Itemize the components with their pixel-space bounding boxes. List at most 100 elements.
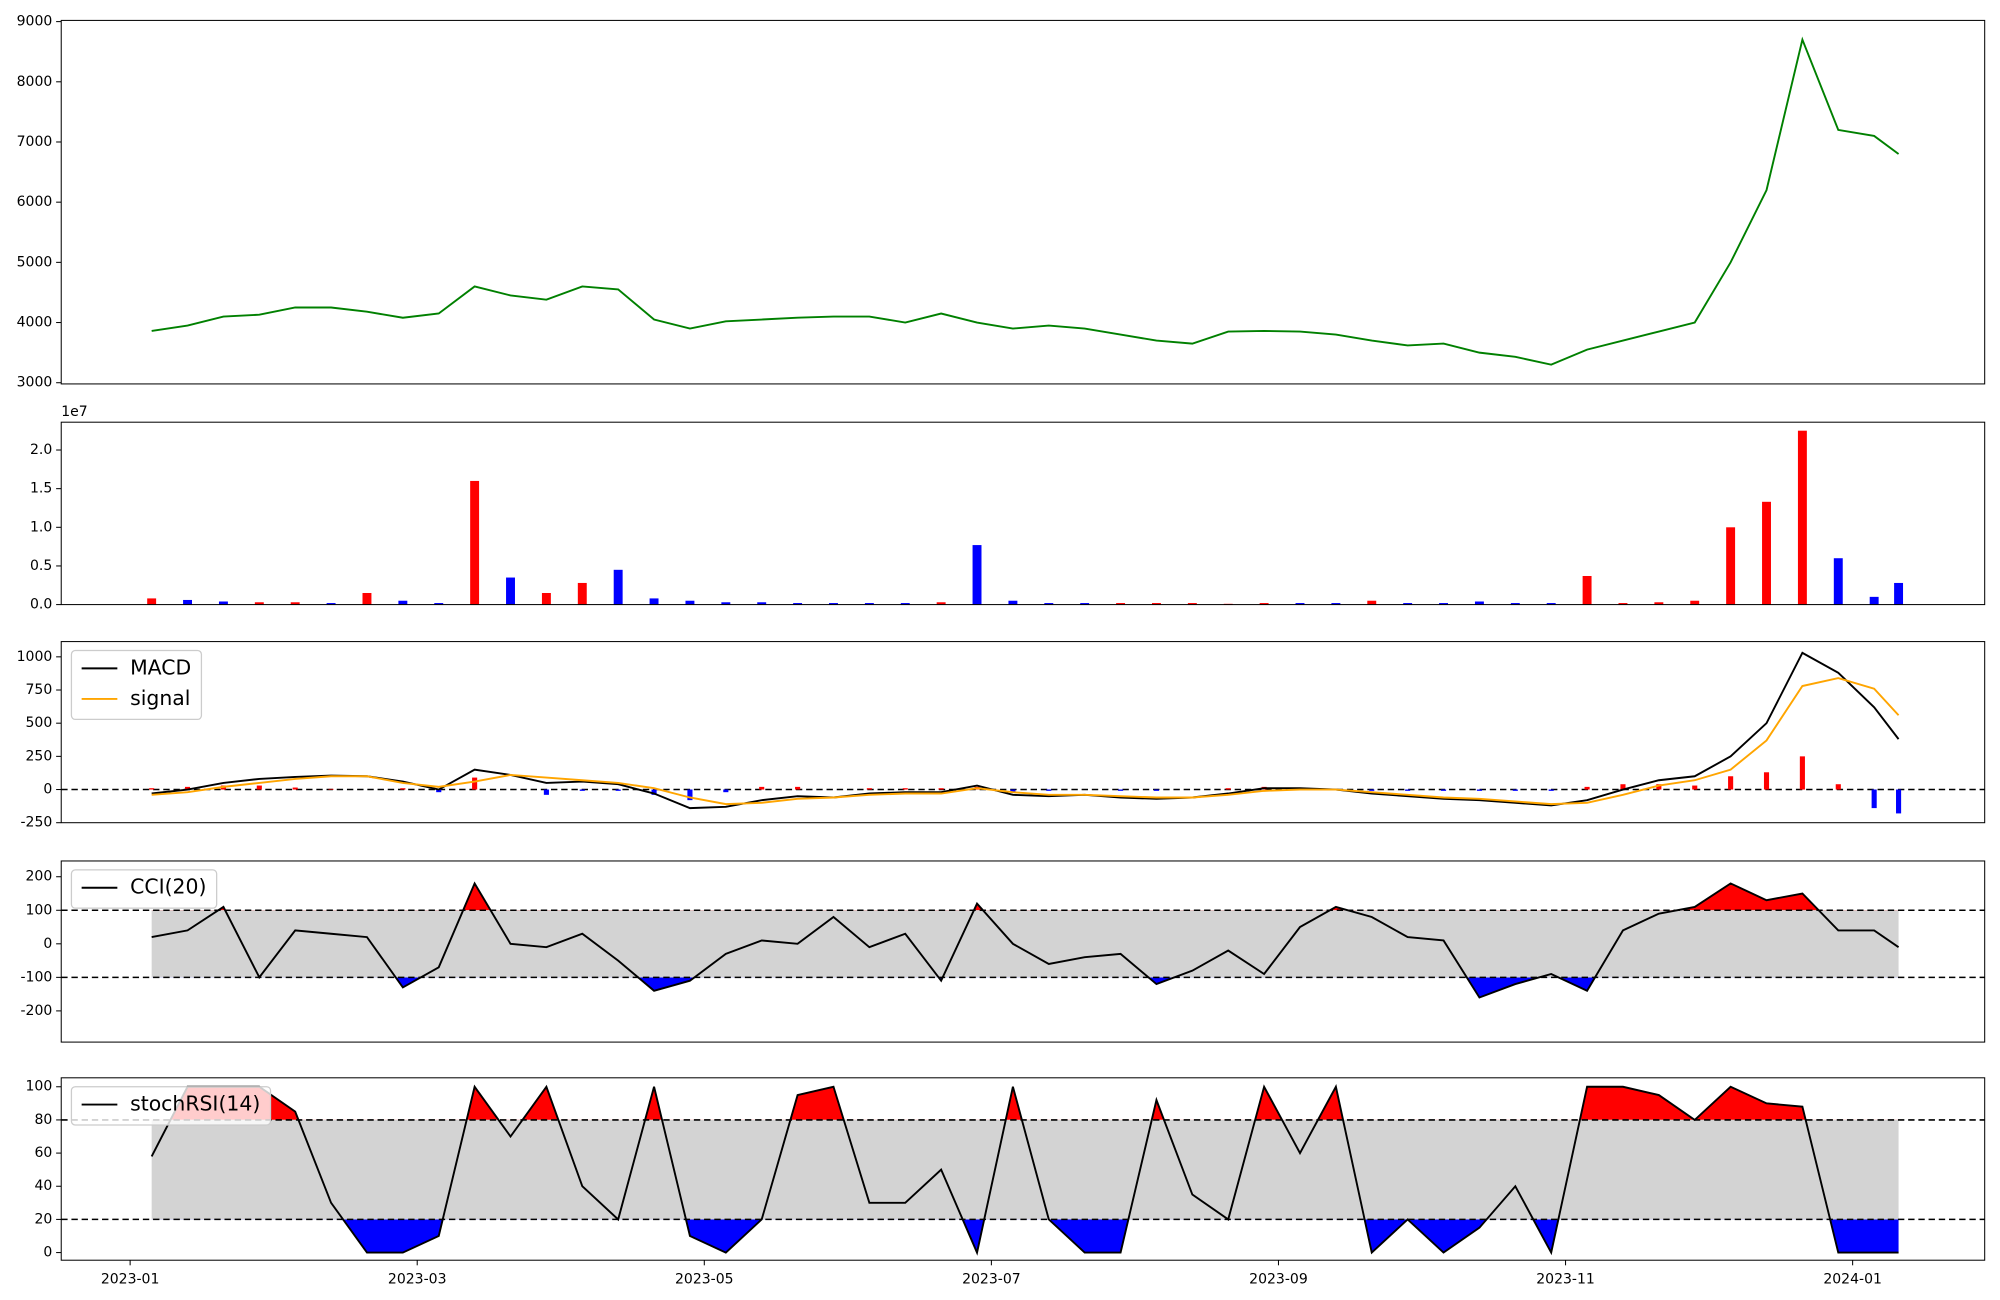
bar: [218, 601, 228, 605]
plot-area: [147, 430, 1904, 605]
series-line: [151, 677, 1900, 806]
y-tick-label: 5000: [17, 254, 53, 270]
bar: [793, 603, 803, 605]
bar: [1008, 600, 1018, 605]
legend: CCI(20): [70, 869, 218, 909]
legend: MACD signal: [70, 649, 203, 721]
histogram-bar: [436, 789, 442, 793]
y-tick-label: 4000: [17, 315, 53, 331]
x-tick-label: 2023-11: [1536, 1271, 1595, 1287]
histogram-bar: [687, 789, 693, 801]
y-tick-label: 6000: [17, 194, 53, 210]
threshold-band: [151, 1119, 1899, 1220]
bar: [1044, 603, 1054, 605]
histogram-bar: [184, 786, 191, 790]
y-tick-label: 750: [26, 682, 53, 698]
bar: [1116, 603, 1126, 605]
frame: [60, 641, 1986, 824]
histogram-bar: [1584, 786, 1590, 790]
bar: [290, 602, 300, 605]
y-tick-label: 0.5: [30, 558, 52, 574]
histogram-bar: [651, 789, 657, 795]
y-tick-label: 80: [34, 1112, 52, 1128]
bar: [1690, 600, 1700, 605]
histogram-bar: [1799, 756, 1805, 790]
histogram-bar: [1548, 789, 1554, 791]
y-tick-label: -200: [20, 1003, 52, 1019]
bar: [1582, 575, 1592, 605]
frame: [60, 860, 1986, 1043]
bar: [470, 480, 480, 605]
bar: [398, 600, 408, 605]
bar: [1080, 603, 1090, 605]
y-tick-label: 250: [26, 748, 53, 764]
histogram-bar: [1512, 789, 1518, 791]
x-tick-label: 2023-01: [101, 1271, 160, 1287]
histogram-bar: [795, 786, 801, 790]
y-tick-label: 40: [34, 1178, 52, 1194]
frame: [60, 19, 1986, 385]
histogram-bar: [1620, 784, 1626, 790]
histogram-bar: [1405, 789, 1411, 791]
x-tick-label: 2023-07: [962, 1271, 1021, 1287]
frame: [60, 1077, 1986, 1261]
bar: [829, 603, 838, 605]
bar: [434, 603, 444, 605]
bar: [864, 603, 874, 605]
y-tick-label: 200: [26, 869, 53, 885]
histogram-bar: [256, 785, 262, 790]
bar: [1151, 603, 1161, 605]
legend-label: signal: [130, 686, 190, 710]
histogram-bar: [1046, 789, 1052, 791]
bar: [649, 598, 659, 605]
plot-area: [61, 1084, 1985, 1256]
panel: 0.0 0.5 1.0 1.5 2.0 1e7: [30, 404, 1986, 613]
series-line: [151, 881, 1900, 999]
y-tick-label: 8000: [17, 74, 53, 90]
panel: 3000 4000 5000 6000 7000 8000 9000: [17, 14, 1986, 391]
histogram-bar: [1871, 789, 1877, 809]
legend-label: stochRSI(14): [130, 1092, 260, 1116]
x-tick-label: 2023-09: [1249, 1271, 1308, 1287]
y-tick-label: 100: [26, 902, 53, 918]
bar: [721, 602, 731, 605]
bar: [1618, 603, 1628, 605]
bar: [1546, 603, 1556, 605]
bar: [613, 569, 623, 605]
bar: [183, 599, 193, 605]
histogram-bar: [328, 788, 334, 790]
y-tick-label: 9000: [17, 14, 53, 30]
legend: stochRSI(14): [70, 1086, 272, 1126]
histogram-bar: [1225, 788, 1231, 790]
histogram-bar: [1763, 772, 1770, 790]
histogram-bar: [1896, 789, 1902, 814]
histogram-bar: [400, 788, 406, 790]
bar: [1295, 603, 1305, 605]
series-line: [151, 36, 1900, 366]
bar: [1833, 558, 1843, 605]
bar: [1797, 430, 1807, 605]
bar: [1894, 582, 1904, 605]
bar: [1474, 601, 1484, 605]
bar: [972, 545, 982, 605]
bar: [577, 582, 587, 605]
y-tick-label: 0: [43, 782, 52, 798]
histogram-bar: [1369, 789, 1375, 791]
x-tick-label: 2024-01: [1823, 1271, 1882, 1287]
histogram-bar: [723, 789, 729, 793]
histogram-bar: [472, 777, 478, 790]
x-tick-label: 2023-05: [675, 1271, 734, 1287]
series-line: [150, 1084, 1899, 1256]
histogram-bar: [1835, 784, 1841, 790]
y-tick-label: 0: [43, 936, 52, 952]
threshold-band: [151, 910, 1899, 978]
bar: [936, 602, 946, 605]
histogram-bar: [292, 787, 298, 790]
oversold-fill: [343, 1219, 1899, 1253]
legend-label: CCI(20): [130, 875, 206, 899]
bar: [685, 600, 695, 605]
y-tick-label: 2.0: [30, 442, 52, 458]
bar: [1331, 603, 1341, 605]
